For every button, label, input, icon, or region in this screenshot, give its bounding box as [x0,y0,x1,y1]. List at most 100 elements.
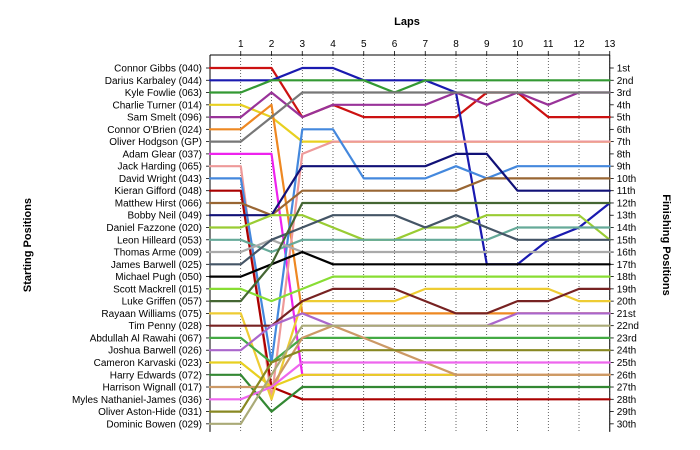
start-label: Cameron Karvaski (023) [94,358,202,369]
lap-tick-label: 7 [422,39,428,50]
series-line [208,201,611,303]
lap-tick-labels: 1 2 3 4 5 6 7 8 9 10 11 12 13 [238,39,616,55]
start-label: Adam Glear (037) [123,149,202,160]
series-line [208,189,611,401]
finish-label: 18th [617,272,636,283]
finish-label: 27th [617,383,636,394]
y-axis-label-right: Finishing Positions [660,194,672,295]
series-line [208,226,611,254]
series-line [208,275,611,303]
finish-label: 8th [617,149,631,160]
finish-label: 7th [617,137,631,148]
finish-label: 16th [617,248,636,259]
finish-label: 10th [617,174,636,185]
series-line [208,66,611,119]
start-label: Leon Hilleard (053) [117,235,202,246]
finish-label: 17th [617,260,636,271]
finish-label: 25th [617,358,636,369]
start-label: Bobby Neil (049) [128,211,202,222]
finish-label: 15th [617,235,636,246]
series-lines [208,66,611,425]
finish-label: 23rd [617,333,637,344]
finish-label: 12th [617,198,636,209]
lap-tick-label: 9 [484,39,490,50]
start-label: Darius Karbaley (044) [105,76,202,87]
lap-tick-label: 3 [299,39,305,50]
finish-label: 6th [617,125,631,136]
lap-tick-label: 13 [604,39,616,50]
finish-label: 13th [617,211,636,222]
finish-label: 3rd [617,88,631,99]
start-label: Sam Smelt (096) [127,113,202,124]
start-label: Oliver Hodgson (GP) [109,137,202,148]
y-axis-label-left: Starting Positions [22,198,34,292]
lap-tick-label: 1 [238,39,244,50]
lap-tick-label: 6 [392,39,398,50]
series-line [208,324,611,425]
start-label: David Wright (043) [119,174,202,185]
start-label: Tim Penny (028) [128,321,202,332]
lap-tick-label: 12 [573,39,585,50]
start-label: Rayaan Williams (075) [101,309,202,320]
start-label: Dominic Bowen (029) [106,419,202,430]
lap-tick-label: 11 [543,39,554,50]
finish-label: 11th [617,186,636,197]
series-line [208,66,611,266]
finish-label: 30th [617,419,636,430]
start-label: Charlie Turner (014) [113,100,202,111]
start-label: Connor O'Brien (024) [107,125,202,136]
lap-tick-label: 5 [361,39,367,50]
lap-tick-label: 8 [453,39,459,50]
start-label: Oliver Aston-Hide (031) [98,407,202,418]
series-line [208,373,611,413]
finish-label: 28th [617,395,636,406]
start-label: Harry Edwards (072) [110,370,202,381]
start-label: Kyle Fowlie (063) [125,88,202,99]
series-line [208,91,611,119]
start-label: Connor Gibbs (040) [114,64,202,75]
finish-label: 21st [617,309,636,320]
starting-position-labels: Connor Gibbs (040)Darius Karbaley (044)K… [72,64,202,431]
series-line [208,177,611,217]
series-line [208,103,611,315]
series-line [208,361,611,401]
chart-title: Laps [394,16,420,28]
lap-tick-label: 2 [269,39,275,50]
finish-label: 1st [617,64,631,75]
series-line [208,287,611,327]
start-label: Joshua Barwell (026) [108,346,202,357]
start-label: Kieran Gifford (048) [114,186,202,197]
finish-label: 24th [617,346,636,357]
series-line [208,250,611,278]
series-line [208,91,611,143]
series-line [208,79,611,94]
start-label: James Barwell (025) [111,260,202,271]
lap-tick-label: 4 [330,39,336,50]
start-label: Thomas Arme (009) [114,248,202,259]
series-line [208,349,611,413]
series-line [208,152,611,217]
series-line [208,103,611,143]
start-label: Scott Mackrell (015) [113,284,202,295]
start-label: Myles Nathaniel-James (036) [72,395,202,406]
finish-label: 9th [617,162,631,173]
series-line [208,214,611,266]
finish-label: 14th [617,223,636,234]
finish-label: 4th [617,100,631,111]
start-label: Abdullah Al Rawahi (067) [90,333,202,344]
finish-label: 26th [617,370,636,381]
series-line [208,336,611,364]
finish-label: 2nd [617,76,634,87]
finish-label: 20th [617,297,636,308]
start-label: Luke Griffen (057) [122,297,202,308]
finish-label: 19th [617,284,636,295]
series-line [208,312,611,352]
lap-tick-label: 10 [512,39,524,50]
start-label: Michael Pugh (050) [115,272,202,283]
finish-label: 29th [617,407,636,418]
series-line [208,214,611,241]
start-label: Harrison Wignall (017) [103,383,202,394]
series-line [208,324,611,389]
